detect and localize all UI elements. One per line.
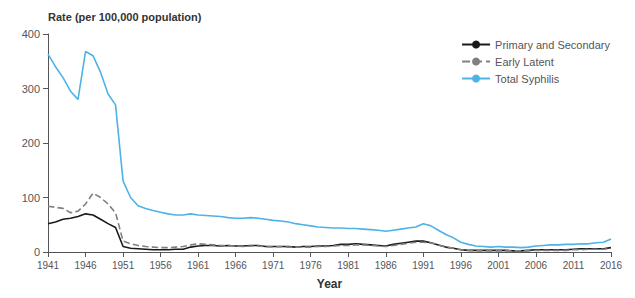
svg-text:1971: 1971 bbox=[262, 260, 285, 271]
svg-text:1986: 1986 bbox=[375, 260, 398, 271]
svg-text:1966: 1966 bbox=[225, 260, 248, 271]
svg-text:2016: 2016 bbox=[600, 260, 623, 271]
svg-text:100: 100 bbox=[22, 192, 40, 204]
svg-text:Year: Year bbox=[317, 277, 343, 291]
svg-text:1976: 1976 bbox=[300, 260, 323, 271]
svg-text:1951: 1951 bbox=[112, 260, 135, 271]
svg-text:1946: 1946 bbox=[74, 260, 97, 271]
svg-text:200: 200 bbox=[22, 137, 40, 149]
svg-text:Primary and Secondary: Primary and Secondary bbox=[495, 39, 610, 51]
svg-text:300: 300 bbox=[22, 83, 40, 95]
svg-text:Rate (per 100,000 population): Rate (per 100,000 population) bbox=[48, 11, 202, 23]
svg-text:Total Syphilis: Total Syphilis bbox=[495, 73, 560, 85]
svg-text:1991: 1991 bbox=[412, 260, 435, 271]
svg-text:2011: 2011 bbox=[563, 260, 585, 271]
svg-text:2006: 2006 bbox=[525, 260, 548, 271]
svg-text:1961: 1961 bbox=[187, 260, 210, 271]
svg-text:1956: 1956 bbox=[149, 260, 172, 271]
svg-text:1941: 1941 bbox=[37, 260, 60, 271]
svg-text:0: 0 bbox=[34, 246, 40, 258]
svg-text:1981: 1981 bbox=[337, 260, 360, 271]
svg-text:400: 400 bbox=[22, 28, 40, 40]
svg-text:1996: 1996 bbox=[450, 260, 473, 271]
svg-text:2001: 2001 bbox=[487, 260, 510, 271]
svg-text:Early Latent: Early Latent bbox=[495, 56, 554, 68]
